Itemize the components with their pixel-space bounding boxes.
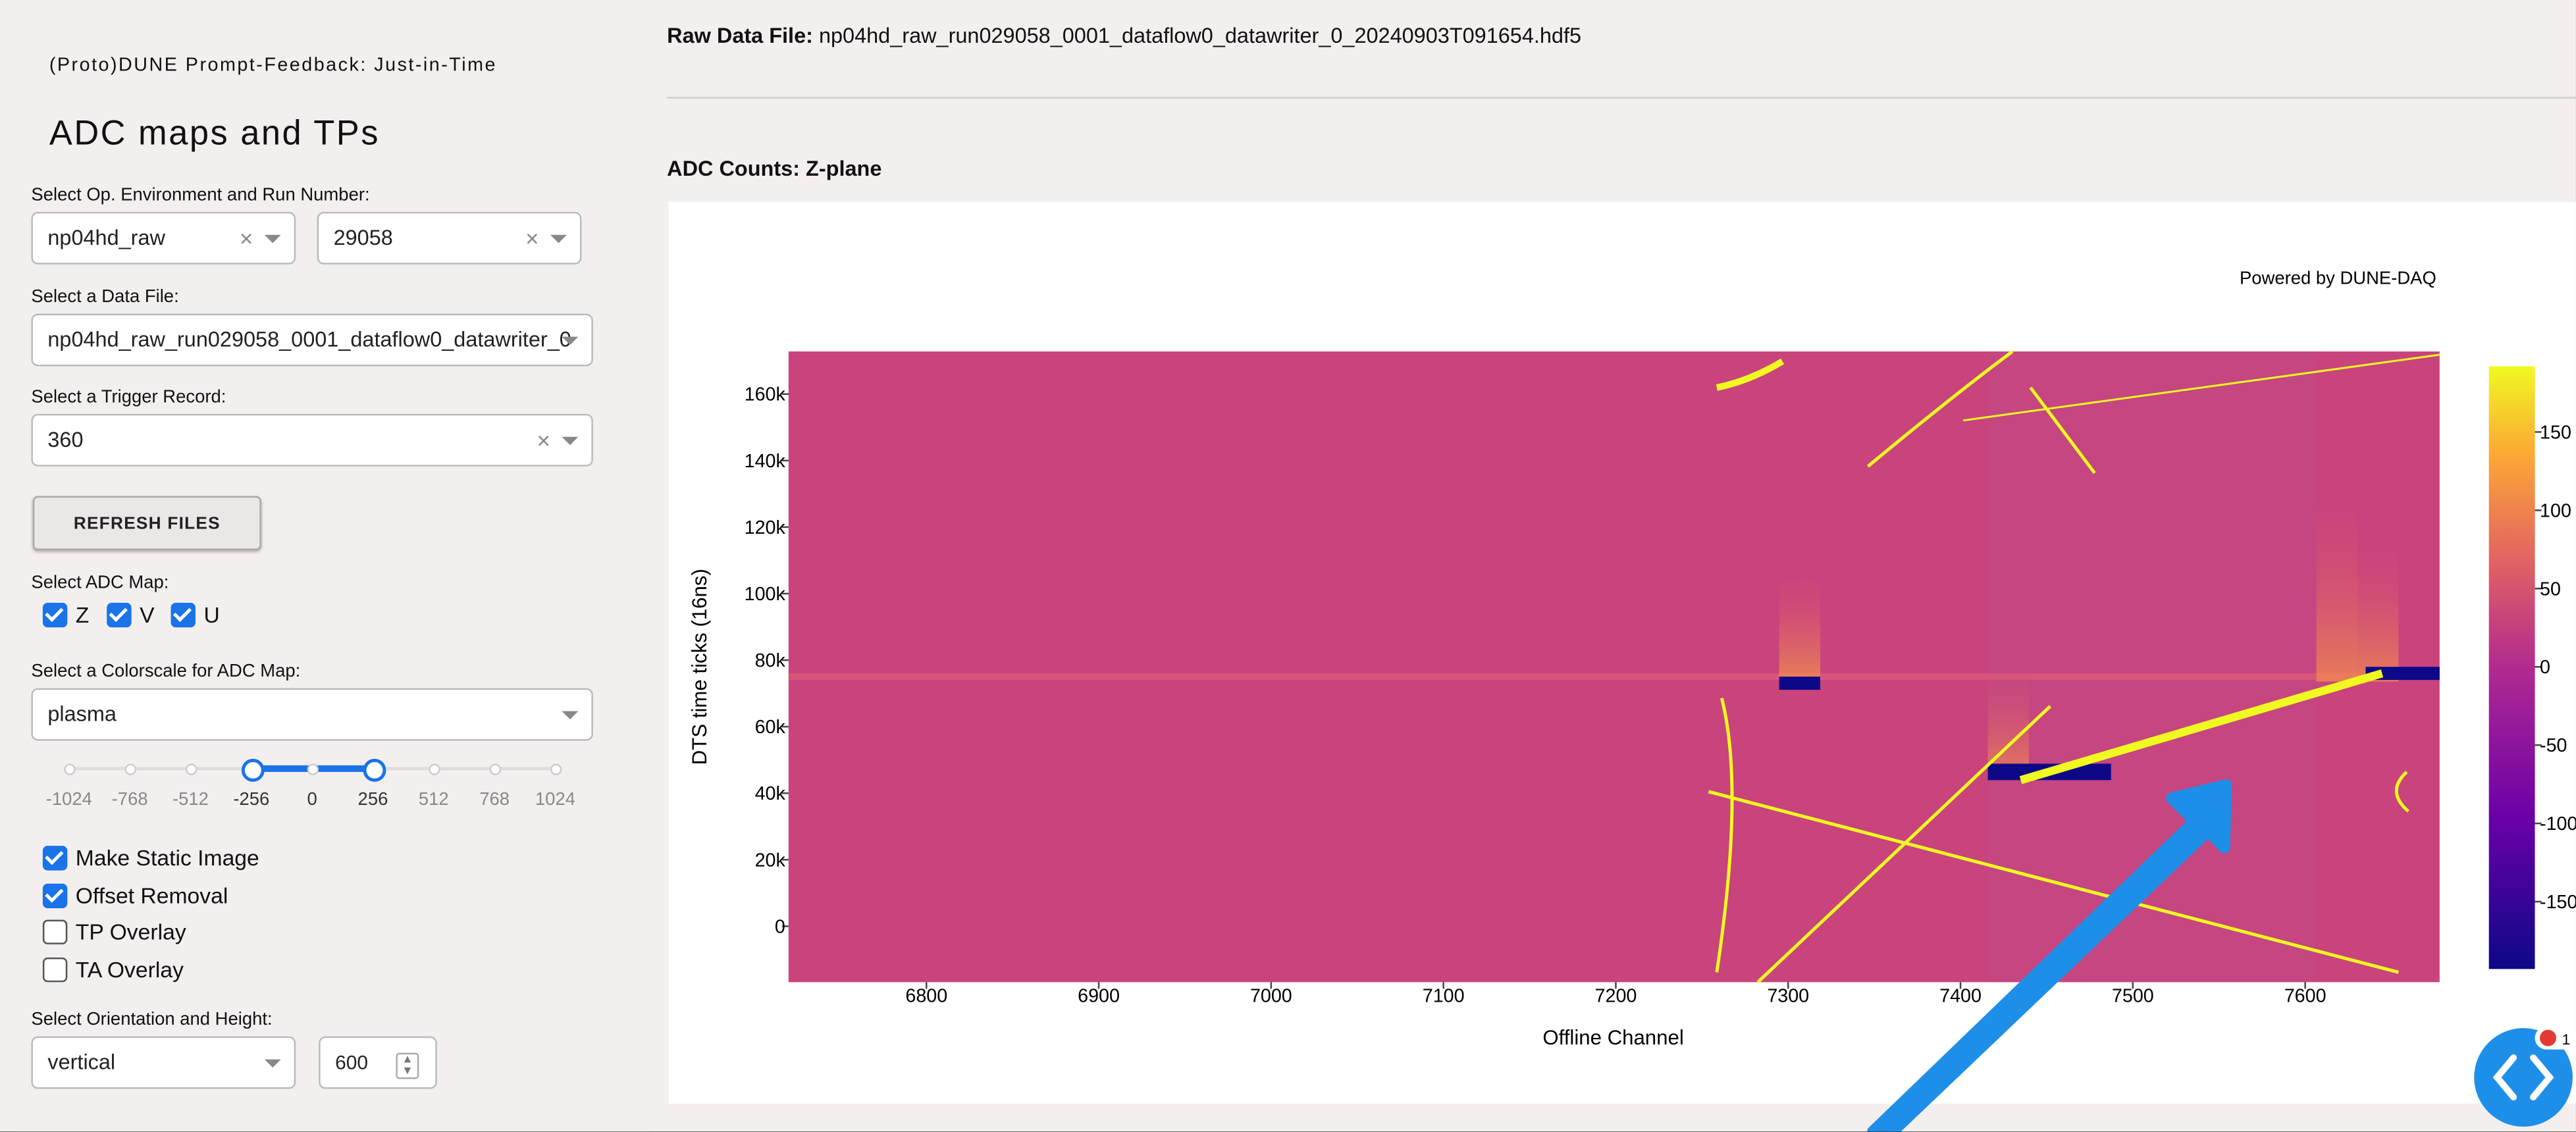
colorbar-tick-label: 100 <box>2540 500 2571 521</box>
x-tick-label: 7000 <box>1250 985 1292 1006</box>
y-tick-label: 20k <box>755 850 786 871</box>
colorbar-tick-label: -150 <box>2540 892 2576 913</box>
x-tick-label: 7200 <box>1595 985 1637 1006</box>
colorbar-tick-label: -100 <box>2540 813 2576 835</box>
page: ADC maps and TPs html, body { margin: 0;… <box>0 0 2576 1132</box>
colorbar-tick-label: -50 <box>2540 735 2567 756</box>
y-tick-label: 40k <box>755 783 786 804</box>
x-tick-label: 7100 <box>1423 985 1465 1006</box>
plot-svg: Powered by DUNE-DAQ Offline Channel DTS … <box>0 0 2576 1131</box>
screen: (Proto)DUNE Prompt-Feedback: Just-in-Tim… <box>0 0 2576 1131</box>
x-axis-label: Offline Channel <box>1542 1026 1683 1049</box>
badge-count: 1 <box>2562 1031 2570 1048</box>
body: { "sidebar": { "subtitle": "(Proto)DUNE … <box>0 0 2576 1132</box>
y-tick-label: 120k <box>745 517 786 538</box>
y-tick-label: 0 <box>775 916 785 937</box>
heatmap-noise-band <box>789 673 2440 680</box>
y-axis-label: DTS time ticks (16ns) <box>688 569 711 765</box>
heatmap-hot-band <box>1988 657 2029 780</box>
heatmap-hot-band <box>2357 526 2398 682</box>
x-tick-label: 7300 <box>1767 985 1809 1006</box>
y-tick-label: 80k <box>755 650 786 671</box>
heatmap-saturation <box>1779 677 1820 690</box>
colorbar <box>2489 366 2535 969</box>
y-tick-label: 160k <box>745 384 786 405</box>
y-tick-label: 60k <box>755 717 786 738</box>
colorbar-tick-label: 150 <box>2540 422 2571 443</box>
x-tick-label: 7400 <box>1939 985 1982 1006</box>
x-tick-label: 6800 <box>905 985 947 1006</box>
y-tick-label: 140k <box>745 451 786 472</box>
x-tick-label: 7500 <box>2112 985 2154 1006</box>
heatmap-hot-band <box>2317 476 2357 682</box>
badge-dot <box>2540 1030 2556 1046</box>
colorbar-tick-label: 50 <box>2540 579 2561 600</box>
x-tick-label: 6900 <box>1078 985 1120 1006</box>
x-tick-label: 7600 <box>2284 985 2326 1006</box>
heatmap <box>789 351 2440 1131</box>
annotation: Powered by DUNE-DAQ <box>2240 268 2436 288</box>
colorbar-tick-label: 0 <box>2540 657 2550 678</box>
heatmap-hot-band <box>1779 558 1820 677</box>
y-tick-label: 100k <box>745 584 786 605</box>
